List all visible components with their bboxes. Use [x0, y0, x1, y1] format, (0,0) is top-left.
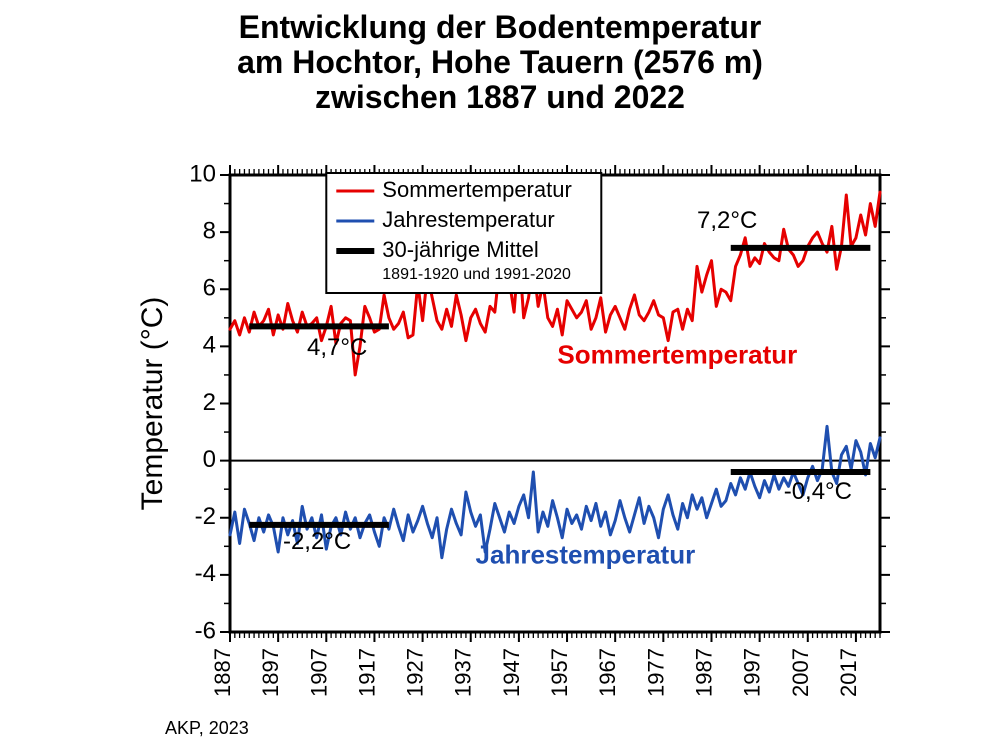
ytick-label: 8 [203, 217, 216, 244]
legend-label: Sommertemperatur [382, 177, 572, 202]
ytick-label: 6 [203, 275, 216, 302]
xtick-label: 1987 [691, 648, 716, 697]
mean-label: 7,2°C [697, 207, 757, 234]
legend-label: 30-jährige Mittel [382, 237, 539, 262]
ytick-label: -2 [195, 503, 216, 530]
xtick-label: 1977 [643, 648, 668, 697]
xtick-label: 1917 [354, 648, 379, 697]
credit: AKP, 2023 [165, 718, 249, 739]
ytick-label: -6 [195, 617, 216, 644]
xtick-label: 1947 [499, 648, 524, 697]
legend-subline: 1891-1920 und 1991-2020 [382, 266, 571, 283]
xtick-label: 1967 [595, 648, 620, 697]
mean-label: 4,7°C [307, 334, 367, 361]
chart-root: Entwicklung der Bodentemperatur am Hocht… [0, 0, 1000, 747]
ytick-label: 4 [203, 332, 216, 359]
plot-svg: -6 -4 -2 0 2 4 6 8 10 Temperatur (°C) 1887 1897 1907… [0, 0, 1000, 747]
xtick-label: 1887 [210, 648, 235, 697]
ytick-label: -4 [195, 560, 216, 587]
ytick-label: 10 [189, 160, 216, 187]
legend-label: Jahrestemperatur [382, 207, 554, 232]
xtick-label: 1927 [403, 648, 428, 697]
jahr-line-label: Jahrestemperatur [476, 539, 696, 569]
xtick-label: 2017 [836, 648, 861, 697]
xtick-label: 2007 [788, 648, 813, 697]
y-axis-label: Temperatur (°C) [136, 297, 169, 511]
sommer-line-label: Sommertemperatur [557, 340, 797, 370]
xtick-label: 1997 [740, 648, 765, 697]
ytick-label: 2 [203, 389, 216, 416]
mean-label: -0,4°C [784, 478, 852, 505]
xtick-label: 1937 [451, 648, 476, 697]
xtick-label: 1957 [547, 648, 572, 697]
xtick-label: 1907 [306, 648, 331, 697]
mean-label: -2,2°C [283, 528, 351, 555]
xtick-label: 1897 [258, 648, 283, 697]
ytick-label: 0 [203, 446, 216, 473]
